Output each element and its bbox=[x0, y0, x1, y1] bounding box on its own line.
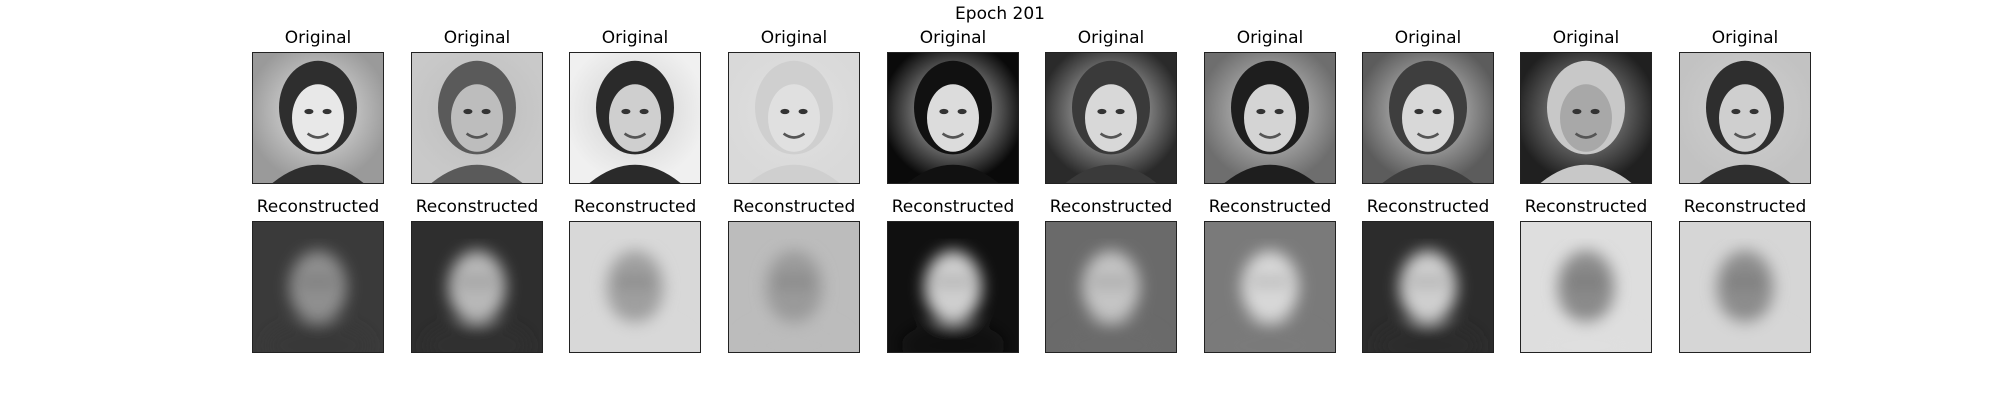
original-label: Original bbox=[1394, 28, 1462, 48]
original-label: Original bbox=[760, 28, 828, 48]
original-label: Original bbox=[601, 28, 669, 48]
reconstructed-label: Reconstructed bbox=[1208, 197, 1332, 217]
original-image bbox=[1204, 52, 1336, 184]
reconstructed-label: Reconstructed bbox=[415, 197, 539, 217]
reconstructed-label: Reconstructed bbox=[891, 197, 1015, 217]
original-image bbox=[569, 52, 701, 184]
reconstructed-image bbox=[1362, 221, 1494, 353]
reconstructed-label: Reconstructed bbox=[732, 197, 856, 217]
original-label: Original bbox=[919, 28, 987, 48]
figure-title: Epoch 201 bbox=[955, 4, 1045, 24]
original-label: Original bbox=[1077, 28, 1145, 48]
reconstructed-label: Reconstructed bbox=[256, 197, 380, 217]
reconstructed-label: Reconstructed bbox=[573, 197, 697, 217]
reconstructed-label: Reconstructed bbox=[1683, 197, 1807, 217]
original-image bbox=[252, 52, 384, 184]
original-image bbox=[887, 52, 1019, 184]
original-label: Original bbox=[1552, 28, 1620, 48]
original-label: Original bbox=[443, 28, 511, 48]
reconstructed-image bbox=[1679, 221, 1811, 353]
original-image bbox=[411, 52, 543, 184]
reconstructed-label: Reconstructed bbox=[1366, 197, 1490, 217]
reconstructed-image bbox=[1204, 221, 1336, 353]
reconstructed-image bbox=[1045, 221, 1177, 353]
reconstructed-image bbox=[887, 221, 1019, 353]
original-image bbox=[1679, 52, 1811, 184]
original-label: Original bbox=[284, 28, 352, 48]
original-label: Original bbox=[1236, 28, 1304, 48]
reconstructed-image bbox=[569, 221, 701, 353]
original-image bbox=[1520, 52, 1652, 184]
reconstructed-image bbox=[1520, 221, 1652, 353]
original-image bbox=[1045, 52, 1177, 184]
original-image bbox=[728, 52, 860, 184]
original-image bbox=[1362, 52, 1494, 184]
reconstructed-image bbox=[728, 221, 860, 353]
reconstructed-label: Reconstructed bbox=[1524, 197, 1648, 217]
reconstructed-image bbox=[411, 221, 543, 353]
reconstructed-label: Reconstructed bbox=[1049, 197, 1173, 217]
original-label: Original bbox=[1711, 28, 1779, 48]
reconstructed-image bbox=[252, 221, 384, 353]
